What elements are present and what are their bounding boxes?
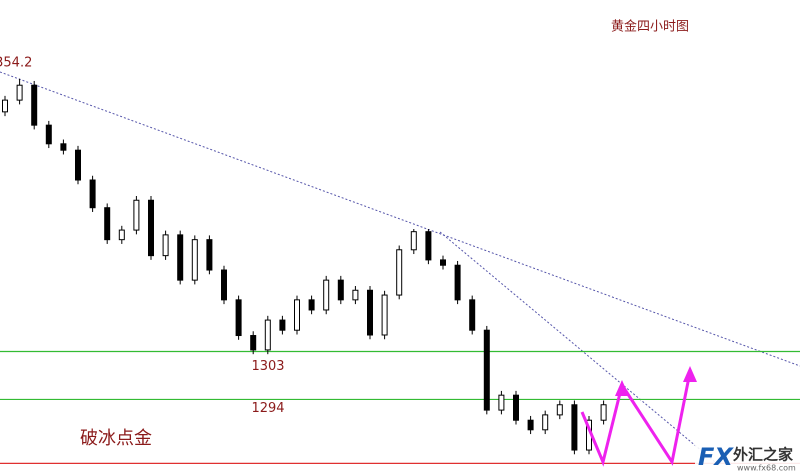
- level-label: 1294: [251, 401, 284, 416]
- candle-body: [60, 143, 67, 151]
- candle-body: [191, 239, 198, 281]
- arrow-head: [683, 366, 697, 382]
- candle-body: [162, 234, 169, 257]
- candle-body: [308, 299, 315, 311]
- candle-body: [352, 289, 359, 301]
- candle-body: [556, 404, 563, 416]
- candle-body: [279, 319, 286, 331]
- candle-body: [396, 249, 403, 296]
- watermark-url: www.fx68.com: [737, 464, 796, 473]
- level-label: 1303: [251, 359, 284, 374]
- candle-body: [2, 99, 8, 113]
- candle-body: [498, 394, 505, 411]
- candle-body: [323, 279, 330, 311]
- candle-body: [542, 414, 549, 431]
- candle-body: [250, 335, 257, 351]
- peak-label: 1354.2: [0, 55, 32, 70]
- candle-body: [454, 264, 461, 301]
- candle-body: [104, 207, 111, 241]
- candle-body: [440, 259, 446, 266]
- arrow-head: [615, 380, 629, 396]
- candle-body: [148, 199, 154, 257]
- candle-body: [75, 149, 81, 181]
- candle-body: [133, 199, 140, 231]
- candle-body: [177, 234, 184, 281]
- candle-body: [89, 179, 96, 209]
- candle-body: [16, 84, 23, 101]
- candle-body: [469, 299, 476, 331]
- annotation: 破冰点金: [80, 428, 152, 449]
- watermark: FX 外汇之家 www.fx68.com: [695, 442, 800, 474]
- candle-body: [235, 299, 242, 337]
- candle-body: [206, 239, 213, 271]
- candle-body: [513, 394, 519, 421]
- candle-body: [600, 404, 607, 421]
- candle-body: [337, 279, 344, 301]
- candle-body: [31, 84, 38, 126]
- watermark-name: 外汇之家: [732, 446, 793, 464]
- chart-title: 黄金四小时图: [611, 19, 689, 35]
- candle-body: [221, 269, 227, 301]
- candle-body: [45, 124, 52, 145]
- candle-body: [571, 404, 578, 451]
- watermark-bg: [695, 442, 800, 474]
- candle-body: [294, 299, 300, 331]
- candle-body: [410, 231, 417, 251]
- candle-body: [483, 329, 490, 411]
- watermark-logo: FX: [698, 443, 734, 471]
- candle-body: [381, 294, 388, 336]
- candle-body: [527, 419, 534, 431]
- candle-body: [367, 289, 373, 336]
- candle-body: [425, 231, 432, 261]
- marks: 1303 1294 1354.2: [0, 55, 800, 464]
- candle-body: [118, 229, 125, 241]
- candle-body: [264, 319, 271, 351]
